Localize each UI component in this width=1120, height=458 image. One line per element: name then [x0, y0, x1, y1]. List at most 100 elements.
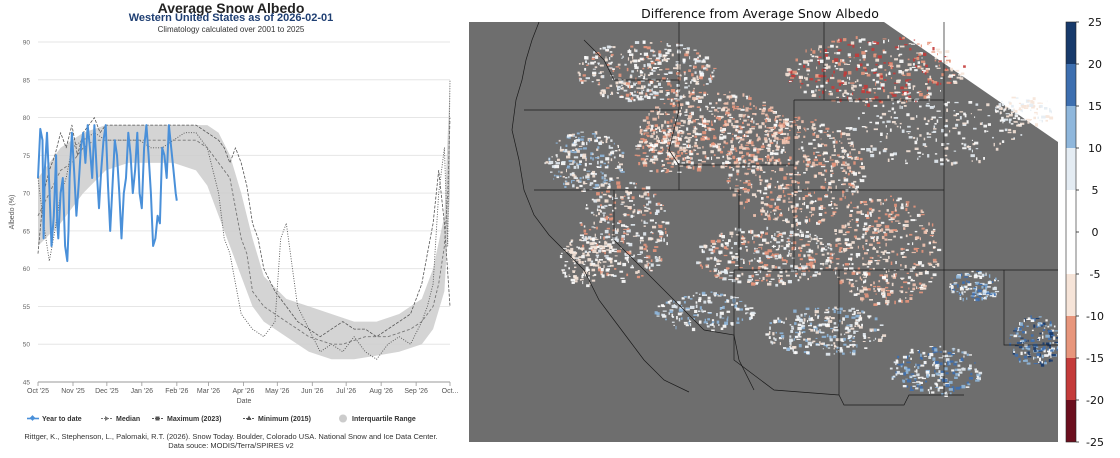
- map-pixel: [927, 95, 930, 97]
- map-pixel: [853, 310, 856, 315]
- map-pixel: [994, 279, 996, 282]
- map-pixel: [687, 295, 690, 299]
- map-pixel: [658, 55, 661, 59]
- map-pixel: [1049, 116, 1054, 120]
- map-pixel: [955, 113, 959, 115]
- map-pixel: [728, 162, 731, 164]
- map-pixel: [812, 275, 815, 277]
- map-pixel: [944, 133, 948, 137]
- map-pixel: [923, 137, 926, 141]
- map-pixel: [782, 114, 784, 117]
- map-pixel: [777, 137, 779, 141]
- map-pixel: [635, 148, 640, 150]
- map-pixel: [785, 121, 787, 125]
- map-pixel: [666, 79, 671, 83]
- map-pixel: [941, 143, 945, 146]
- map-pixel: [659, 231, 664, 236]
- map-pixel: [608, 183, 611, 186]
- map-pixel: [958, 293, 962, 295]
- map-pixel: [660, 236, 662, 240]
- map-pixel: [582, 244, 585, 248]
- map-pixel: [988, 274, 991, 278]
- map-pixel: [815, 242, 818, 245]
- map-pixel: [832, 336, 837, 339]
- map-pixel: [801, 265, 804, 268]
- map-pixel: [777, 216, 779, 219]
- map-pixel: [693, 144, 699, 148]
- map-pixel: [572, 179, 575, 182]
- map-pixel: [681, 148, 686, 151]
- map-pixel: [825, 89, 827, 91]
- map-pixel: [548, 158, 550, 160]
- map-pixel: [745, 312, 747, 315]
- map-pixel: [1043, 100, 1048, 103]
- map-pixel: [956, 284, 959, 286]
- map-pixel: [665, 221, 670, 225]
- map-pixel: [774, 131, 778, 135]
- map-pixel: [1016, 332, 1019, 335]
- map-pixel: [606, 63, 610, 66]
- map-pixel: [817, 245, 819, 249]
- map-pixel: [704, 155, 707, 159]
- map-pixel: [815, 134, 820, 138]
- map-pixel: [704, 56, 710, 60]
- x-tick-label: Feb '26: [165, 388, 188, 395]
- map-pixel: [675, 91, 680, 94]
- map-pixel: [774, 253, 779, 255]
- map-pixel: [687, 317, 690, 320]
- map-pixel: [729, 231, 734, 235]
- map-pixel: [644, 141, 648, 144]
- map-pixel: [748, 153, 752, 157]
- map-pixel: [651, 150, 655, 153]
- map-pixel: [898, 70, 902, 74]
- map-pixel: [677, 159, 680, 163]
- map-pixel: [754, 271, 758, 273]
- map-pixel: [596, 136, 601, 139]
- map-pixel: [767, 115, 769, 119]
- map-pixel: [661, 313, 666, 317]
- map-pixel: [656, 135, 658, 139]
- map-pixel: [870, 154, 875, 158]
- map-pixel: [598, 249, 601, 253]
- map-pixel: [1008, 128, 1012, 132]
- map-pixel: [812, 93, 817, 97]
- map-pixel: [736, 172, 739, 176]
- map-pixel: [649, 89, 652, 92]
- map-pixel: [922, 283, 926, 287]
- map-pixel: [598, 266, 601, 269]
- map-pixel: [732, 118, 735, 120]
- map-pixel: [905, 368, 911, 372]
- map-pixel: [753, 252, 755, 254]
- map-pixel: [716, 145, 719, 149]
- map-pixel: [810, 165, 814, 168]
- map-pixel: [636, 69, 639, 72]
- map-pixel: [926, 96, 931, 99]
- map-pixel: [682, 58, 686, 62]
- map-pixel: [814, 271, 819, 274]
- map-pixel: [885, 270, 887, 273]
- map-pixel: [812, 341, 814, 344]
- map-pixel: [696, 152, 699, 155]
- map-pixel: [1038, 336, 1041, 339]
- map-pixel: [917, 350, 919, 352]
- colorbar-bin: [1066, 64, 1076, 106]
- map-pixel: [834, 52, 836, 55]
- map-pixel: [742, 114, 746, 117]
- map-pixel: [852, 89, 855, 91]
- map-pixel: [600, 75, 603, 78]
- map-pixel: [778, 194, 782, 198]
- map-pixel: [896, 367, 899, 370]
- map-pixel: [895, 359, 898, 361]
- map-pixel: [613, 207, 617, 210]
- map-pixel: [1045, 325, 1047, 327]
- map-pixel: [1007, 131, 1012, 134]
- map-pixel: [711, 71, 714, 74]
- map-pixel: [795, 272, 799, 275]
- map-pixel: [635, 234, 640, 237]
- map-pixel: [785, 72, 789, 76]
- map-pixel: [741, 156, 744, 159]
- map-pixel: [861, 285, 863, 288]
- map-pixel: [652, 161, 655, 164]
- map-pixel: [1008, 118, 1012, 121]
- map-pixel: [658, 50, 662, 54]
